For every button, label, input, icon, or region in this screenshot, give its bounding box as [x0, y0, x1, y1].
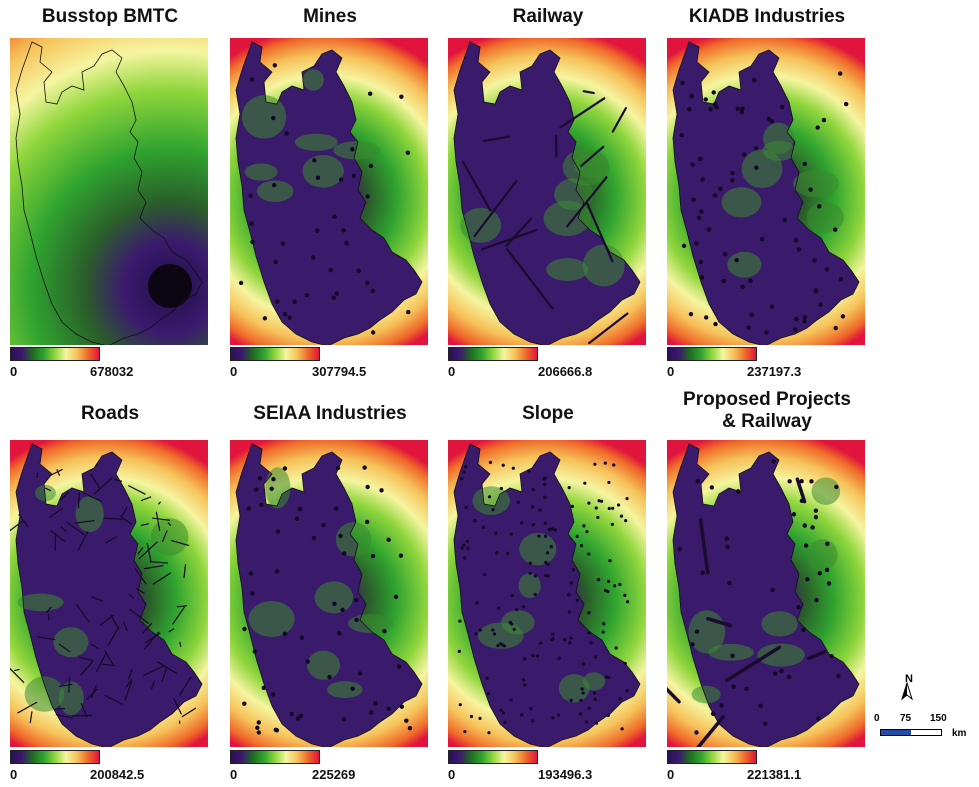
legend-max: 193496.3	[538, 767, 593, 782]
panel-title: KIADB Industries	[688, 6, 846, 27]
distance-raster-map	[230, 440, 428, 747]
scale-tick-0: 0	[874, 713, 880, 724]
legend-max: 237197.3	[747, 364, 802, 379]
north-arrow-icon	[901, 681, 913, 701]
color-ramp-legend	[10, 347, 100, 361]
legend-min: 0	[10, 767, 18, 782]
scale-unit: km	[952, 728, 967, 739]
color-ramp-legend	[230, 750, 320, 764]
panel-title: Busstop BMTC	[41, 6, 179, 27]
legend-min: 0	[230, 364, 238, 379]
color-ramp-legend	[230, 347, 320, 361]
legend-min: 0	[448, 364, 456, 379]
distance-raster-map	[230, 38, 428, 345]
north-label: N	[905, 673, 913, 685]
legend-min: 0	[10, 364, 18, 379]
distance-raster-map	[667, 440, 865, 747]
panel-title: Proposed Projects & Railway	[683, 389, 851, 432]
color-ramp-legend	[667, 347, 757, 361]
scale-bar: N 0 75 150 km	[874, 673, 974, 755]
panel-title: SEIAA Industries	[253, 403, 407, 424]
panel-title: Mines	[303, 6, 357, 27]
legend-max: 307794.5	[312, 364, 367, 379]
scale-tick-75: 75	[900, 713, 912, 724]
legend-min: 0	[230, 767, 238, 782]
legend-max: 678032	[90, 364, 134, 379]
scale-tick-150: 150	[930, 713, 947, 724]
distance-raster-map	[10, 440, 208, 747]
panel-title: Railway	[512, 6, 584, 27]
legend-max: 206666.8	[538, 364, 593, 379]
distance-raster-map	[667, 38, 865, 345]
scale-bar-graphic	[880, 729, 942, 736]
color-ramp-legend	[448, 750, 538, 764]
distance-raster-map	[448, 440, 646, 747]
panel-title: Roads	[80, 403, 140, 424]
legend-max: 225269	[312, 767, 356, 782]
legend-max: 221381.1	[747, 767, 802, 782]
legend-min: 0	[667, 767, 675, 782]
panel-title: Slope	[522, 403, 574, 424]
legend-min: 0	[448, 767, 456, 782]
color-ramp-legend	[448, 347, 538, 361]
distance-raster-map	[448, 38, 646, 345]
legend-min: 0	[667, 364, 675, 379]
color-ramp-legend	[10, 750, 100, 764]
color-ramp-legend	[667, 750, 757, 764]
distance-raster-map	[10, 38, 208, 345]
legend-max: 200842.5	[90, 767, 145, 782]
